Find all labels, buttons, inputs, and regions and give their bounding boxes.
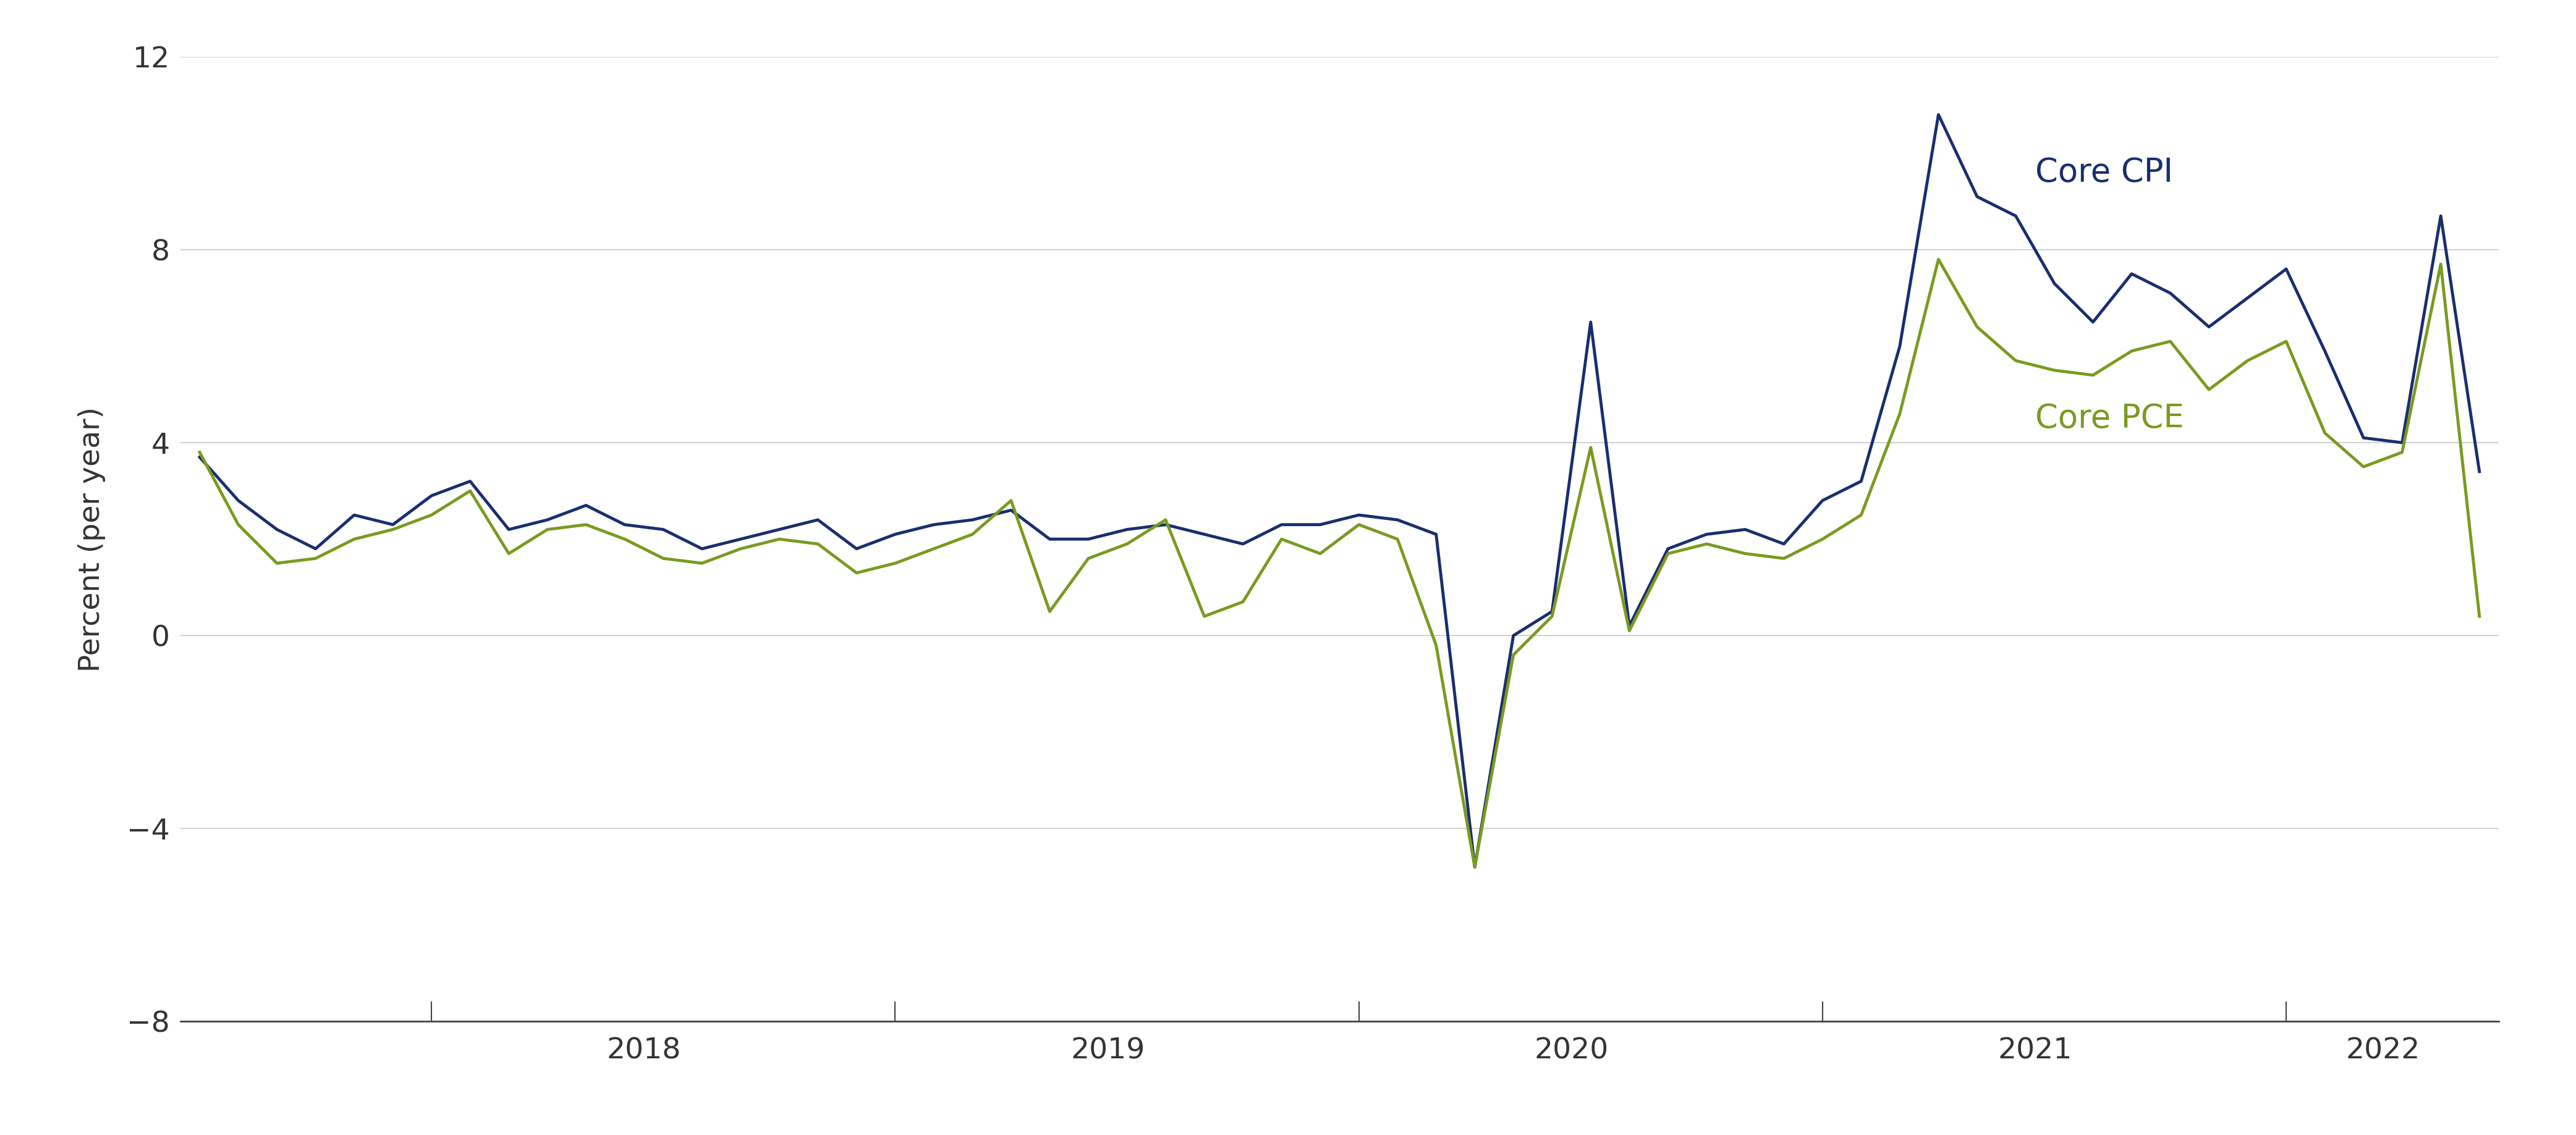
Text: Core CPI: Core CPI — [2035, 157, 2174, 188]
Y-axis label: Percent (per year): Percent (per year) — [77, 406, 106, 672]
Text: Core PCE: Core PCE — [2035, 403, 2184, 435]
